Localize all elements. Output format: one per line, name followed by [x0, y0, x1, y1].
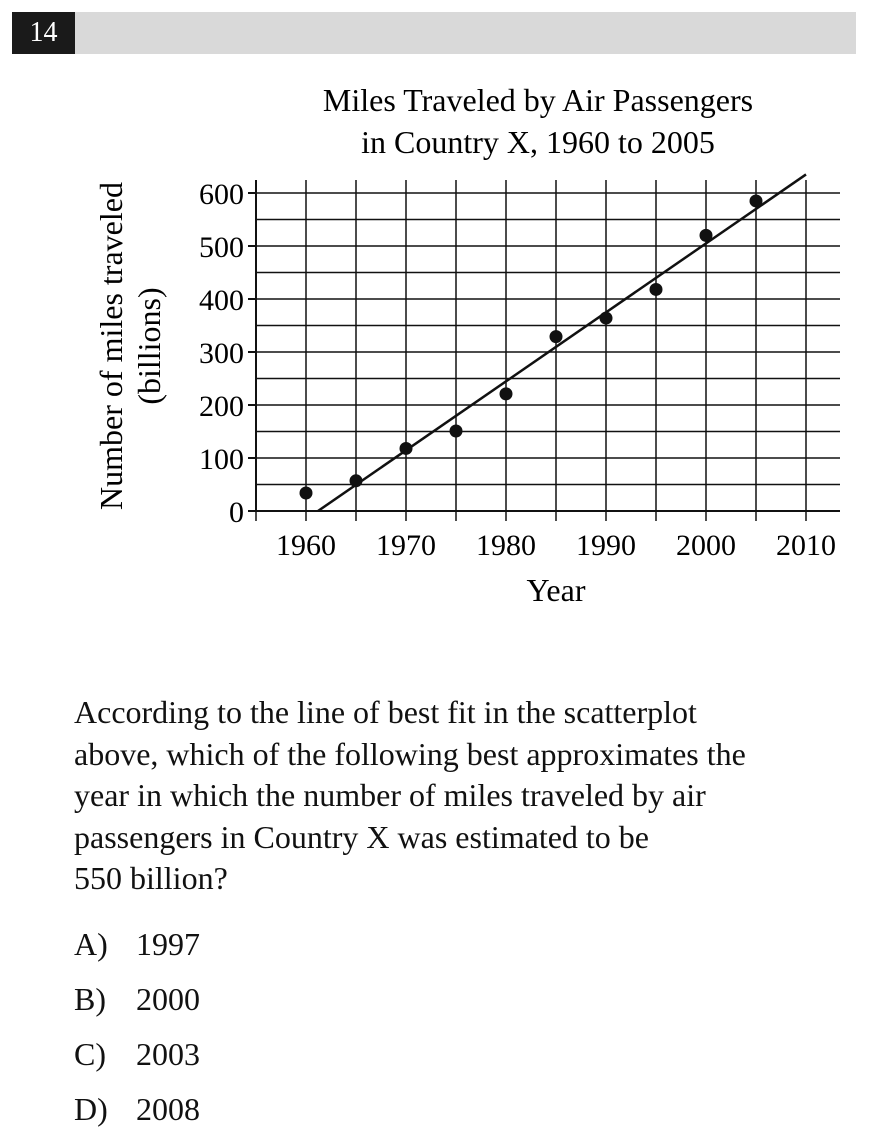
- question-number: 14: [12, 12, 75, 54]
- choice-value: 1997: [136, 926, 200, 962]
- chart-title-line-1: Miles Traveled by Air Passengers: [323, 82, 753, 118]
- chart-tick-labels: 0 100 200 300 400 500 600 1960 1970 1980 1990 2000 2…: [199, 178, 836, 562]
- data-point: [449, 424, 463, 438]
- y-tick-label: 500: [199, 231, 244, 264]
- data-point: [699, 228, 713, 242]
- choice-letter: B): [74, 981, 106, 1017]
- y-tick-label: 200: [199, 390, 244, 423]
- x-tick-label: 2000: [676, 529, 736, 562]
- question-line: 550 billion?: [74, 860, 228, 896]
- best-fit-line: [317, 173, 807, 513]
- choice-a[interactable]: A) 1997: [74, 922, 200, 977]
- choice-letter: C): [74, 1036, 106, 1072]
- data-point: [649, 282, 663, 296]
- choice-b[interactable]: B) 2000: [74, 977, 200, 1032]
- choice-value: 2008: [136, 1091, 200, 1127]
- data-point: [349, 474, 363, 488]
- y-axis-label-line-2: (billions): [131, 287, 167, 404]
- x-tick-label: 1960: [276, 529, 336, 562]
- data-point: [299, 486, 313, 500]
- answer-choices: A) 1997 B) 2000 C) 2003 D) 2008: [74, 922, 200, 1142]
- x-tick-label: 1990: [576, 529, 636, 562]
- data-point: [499, 387, 513, 401]
- choice-letter: D): [74, 1091, 108, 1127]
- chart-fit-line-group: [317, 173, 807, 513]
- choice-letter: A): [74, 926, 108, 962]
- choice-value: 2003: [136, 1036, 200, 1072]
- y-tick-label: 0: [229, 496, 244, 529]
- x-tick-label: 1970: [376, 529, 436, 562]
- data-point: [749, 194, 763, 208]
- question-line: passengers in Country X was estimated to…: [74, 818, 649, 855]
- data-point: [549, 330, 563, 344]
- x-axis-label: Year: [527, 572, 586, 608]
- data-point: [399, 441, 413, 455]
- choice-d[interactable]: D) 2008: [74, 1087, 200, 1142]
- data-point: [599, 311, 613, 325]
- question-text: According to the line of best fit in the…: [74, 692, 844, 900]
- scatterplot-chart: Miles Traveled by Air Passengers in Coun…: [0, 60, 870, 630]
- choice-c[interactable]: C) 2003: [74, 1032, 200, 1087]
- question-header-bar: 14: [12, 12, 856, 54]
- y-tick-label: 100: [199, 443, 244, 476]
- choice-value: 2000: [136, 981, 200, 1017]
- y-axis-label-line-1: Number of miles traveled: [93, 182, 129, 510]
- y-tick-label: 300: [199, 337, 244, 370]
- y-tick-label: 600: [199, 178, 244, 211]
- x-tick-label: 2010: [776, 529, 836, 562]
- chart-title-line-2: in Country X, 1960 to 2005: [361, 124, 715, 160]
- chart-axes: [248, 180, 840, 512]
- question-line: above, which of the following best appro…: [74, 735, 746, 772]
- chart-points: [299, 194, 763, 500]
- question-line: year in which the number of miles travel…: [74, 777, 706, 813]
- question-line: According to the line of best fit in the…: [74, 694, 697, 730]
- y-tick-label: 400: [199, 284, 244, 317]
- x-tick-label: 1980: [476, 529, 536, 562]
- chart-grid: [255, 180, 840, 521]
- chart-svg: Miles Traveled by Air Passengers in Coun…: [93, 82, 840, 608]
